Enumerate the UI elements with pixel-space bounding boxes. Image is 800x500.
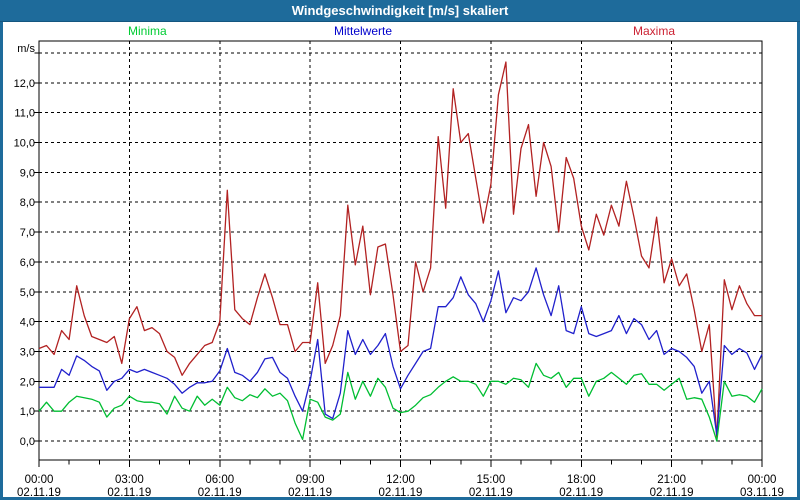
legend-maxima: Maxima	[633, 24, 676, 38]
x-tick-label-time: 21:00	[657, 474, 686, 486]
y-tick-label: 4,0	[20, 317, 35, 329]
x-tick-label-time: 00:00	[748, 474, 777, 486]
x-tick-label-date: 02.11.19	[650, 487, 694, 499]
x-tick-label-time: 03:00	[115, 474, 144, 486]
x-tick-label-time: 12:00	[386, 474, 415, 486]
x-tick-label-time: 09:00	[296, 474, 325, 486]
series-line-mittelwerte	[39, 267, 763, 436]
x-tick-label-time: 00:00	[25, 474, 54, 486]
series-line-minima	[38, 362, 763, 442]
window-border-bottom	[0, 497, 800, 500]
y-tick-label: 11,0	[14, 108, 35, 120]
y-tick-label: 3,0	[20, 346, 35, 358]
y-tick-label: 2,0	[20, 376, 35, 388]
window-border-left	[0, 0, 3, 500]
x-tick-label-date: 02.11.19	[559, 487, 603, 499]
y-tick-label: 6,0	[20, 257, 35, 269]
chart-legend: Minima Mittelwerte Maxima	[0, 24, 800, 40]
x-tick-label-date: 02.11.19	[198, 487, 242, 499]
y-tick-label: 5,0	[20, 287, 35, 299]
legend-minima: Minima	[128, 24, 167, 38]
window-border-right	[797, 0, 800, 500]
legend-mittelwerte: Mittelwerte	[334, 24, 393, 38]
y-tick-label: 12,0	[14, 78, 35, 90]
y-tick-label: 7,0	[20, 227, 35, 239]
x-tick-label-time: 06:00	[205, 474, 234, 486]
y-tick-label: 0,0	[20, 436, 35, 448]
x-tick-label-date: 02.11.19	[107, 487, 151, 499]
window-title: Windgeschwindigkeit [m/s] skaliert	[291, 3, 509, 18]
x-tick-label-date: 02.11.19	[379, 487, 423, 499]
x-tick-label-date: 02.11.19	[288, 487, 332, 499]
series-line-maxima	[38, 61, 762, 439]
x-tick-label-date: 03.11.19	[740, 487, 784, 499]
x-tick-label-time: 15:00	[476, 474, 505, 486]
x-tick-label-time: 18:00	[567, 474, 596, 486]
y-tick-label: 8,0	[20, 197, 35, 209]
y-tick-label: 9,0	[20, 167, 35, 179]
x-tick-label-date: 02.11.19	[469, 487, 513, 499]
x-tick-label-date: 02.11.19	[17, 487, 61, 499]
y-axis-unit-label: m/s	[17, 43, 35, 55]
window-titlebar: Windgeschwindigkeit [m/s] skaliert	[0, 0, 800, 22]
y-tick-label: 10,0	[14, 138, 35, 150]
y-tick-label: 1,0	[20, 406, 35, 418]
